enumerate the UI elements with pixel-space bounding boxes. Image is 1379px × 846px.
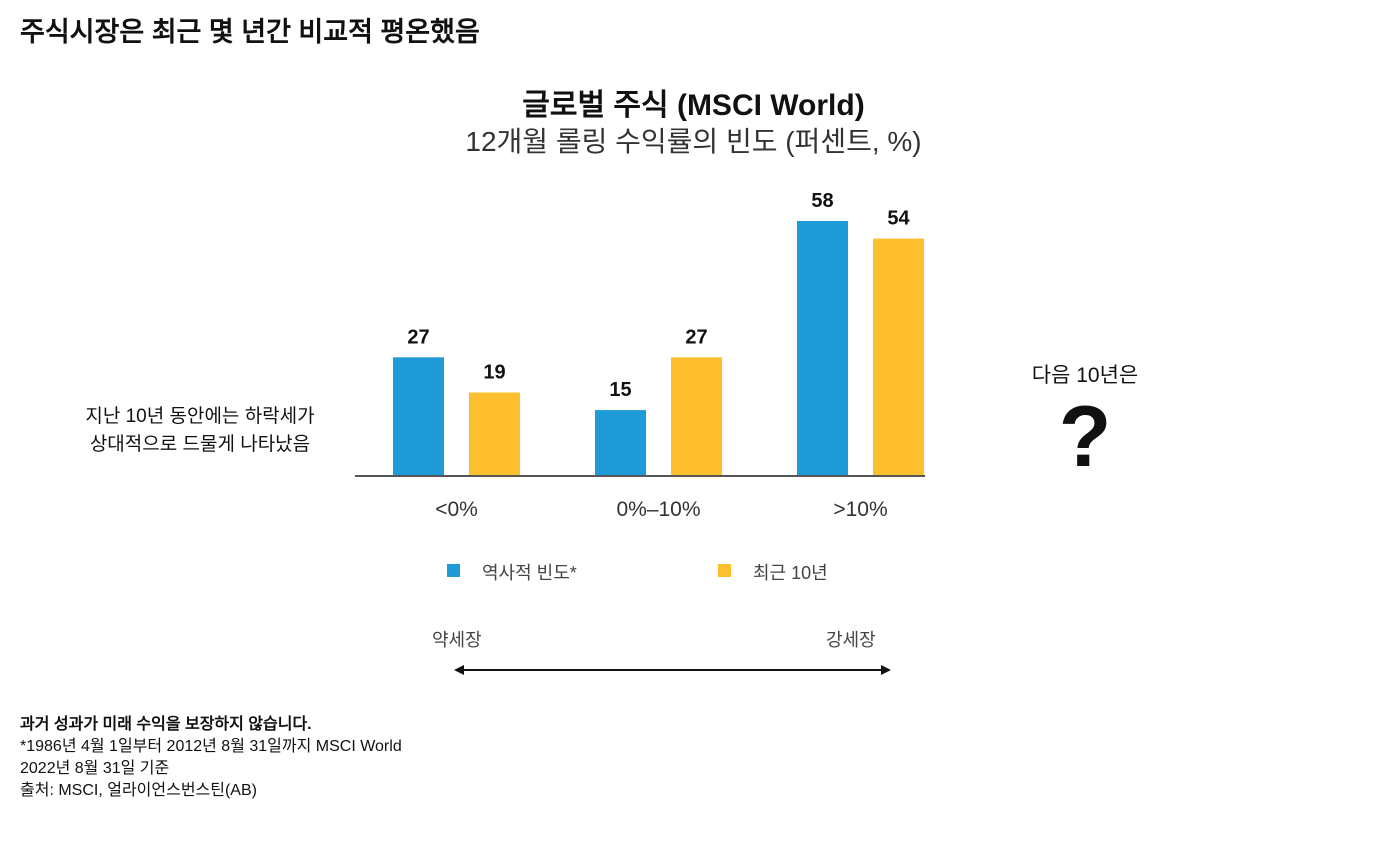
chart-subtitle: 12개월 롤링 수익률의 빈도 (퍼센트, %)	[465, 126, 922, 157]
data-label: 54	[887, 208, 910, 230]
bear-bull-arrow	[454, 665, 891, 675]
left-note-line: 상대적으로 드물게 나타났음	[89, 434, 311, 455]
data-label: 19	[483, 361, 505, 383]
bar-recent-2	[873, 238, 924, 476]
data-label: 27	[685, 326, 707, 348]
bear-market-label: 약세장	[432, 630, 482, 650]
right-annotation: 다음 10년은	[1031, 364, 1139, 387]
chart-title: 글로벌 주식 (MSCI World)	[522, 89, 865, 122]
category-label: <0%	[435, 498, 478, 521]
legend-label-recent: 최근 10년	[753, 563, 828, 583]
footnotes: 과거 성과가 미래 수익을 보장하지 않습니다. *1986년 4월 1일부터 …	[20, 714, 402, 802]
footnote-line: 2022년 8월 31일 기준	[20, 760, 170, 777]
question-mark: ?	[1058, 389, 1112, 485]
left-note-line: 지난 10년 동안에는 하락세가	[85, 406, 315, 427]
data-label: 27	[407, 326, 429, 348]
data-label: 58	[811, 190, 833, 212]
footnote-line: 출처: MSCI, 얼라이언스번스틴(AB)	[20, 782, 257, 799]
bull-market-label: 강세장	[826, 630, 876, 650]
left-annotation: 지난 10년 동안에는 하락세가 상대적으로 드물게 나타났음	[40, 403, 360, 459]
legend-swatch-recent	[718, 564, 731, 577]
legend-label-historical: 역사적 빈도*	[482, 563, 577, 583]
bar-historical-2	[797, 221, 848, 476]
bar-historical-0	[393, 357, 444, 476]
data-label: 15	[609, 379, 631, 401]
footnote-line: *1986년 4월 1일부터 2012년 8월 31일까지 MSCI World	[20, 738, 402, 755]
category-label: 0%–10%	[616, 498, 700, 521]
bar-chart: 27 19 <0% 15 27 0%–10% 58 54 >10%	[355, 190, 925, 521]
legend-swatch-historical	[447, 564, 460, 577]
bar-historical-1	[595, 410, 646, 476]
category-label: >10%	[833, 498, 887, 521]
bar-recent-1	[671, 357, 722, 476]
bar-recent-0	[469, 392, 520, 476]
disclaimer: 과거 성과가 미래 수익을 보장하지 않습니다.	[20, 716, 312, 733]
headline: 주식시장은 최근 몇 년간 비교적 평온했음	[20, 17, 480, 47]
